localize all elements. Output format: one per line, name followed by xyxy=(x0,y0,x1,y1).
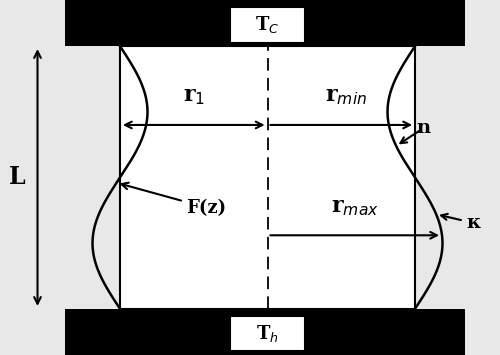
Bar xyxy=(230,316,305,351)
Text: r$_1$: r$_1$ xyxy=(182,85,205,107)
Bar xyxy=(120,46,415,309)
Text: r$_{max}$: r$_{max}$ xyxy=(331,196,378,218)
Text: r$_{min}$: r$_{min}$ xyxy=(325,85,368,107)
Text: L: L xyxy=(9,165,26,190)
Text: F(z): F(z) xyxy=(122,183,226,217)
Bar xyxy=(65,309,465,355)
Bar xyxy=(65,0,465,46)
Bar xyxy=(230,7,305,43)
Text: T$_h$: T$_h$ xyxy=(256,323,279,344)
Text: T$_C$: T$_C$ xyxy=(256,14,280,36)
Text: κ: κ xyxy=(466,214,480,232)
Bar xyxy=(120,46,415,309)
Text: n: n xyxy=(416,119,430,137)
